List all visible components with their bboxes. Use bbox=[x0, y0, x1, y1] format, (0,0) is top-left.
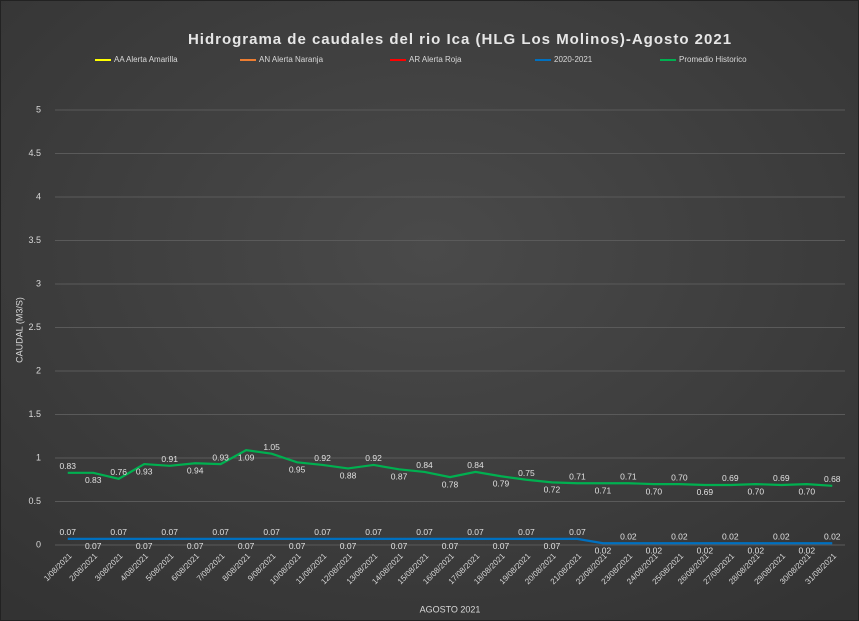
data-label: 0.02 bbox=[824, 532, 841, 542]
y-tick-label: 4 bbox=[36, 191, 41, 201]
data-label: 0.76 bbox=[110, 467, 127, 477]
data-label: 0.07 bbox=[110, 527, 127, 537]
y-tick-label: 5 bbox=[36, 104, 41, 114]
data-label: 0.07 bbox=[493, 541, 510, 551]
data-label: 1.05 bbox=[263, 442, 280, 452]
data-label: 0.93 bbox=[136, 466, 153, 476]
data-label: 0.92 bbox=[365, 453, 382, 463]
data-label: 0.02 bbox=[620, 532, 637, 542]
data-label: 0.83 bbox=[59, 461, 76, 471]
data-label: 0.07 bbox=[136, 541, 153, 551]
data-label: 0.69 bbox=[722, 473, 739, 483]
data-label: 0.07 bbox=[340, 541, 357, 551]
data-label: 0.72 bbox=[544, 485, 561, 495]
data-label: 0.69 bbox=[773, 473, 790, 483]
data-label: 0.68 bbox=[824, 474, 841, 484]
data-label: 0.07 bbox=[238, 541, 255, 551]
data-label: 0.02 bbox=[595, 546, 612, 556]
data-label: 0.07 bbox=[187, 541, 204, 551]
series-line bbox=[67, 449, 833, 487]
data-label: 0.70 bbox=[799, 486, 816, 496]
data-label: 0.94 bbox=[187, 465, 204, 475]
data-label: 0.84 bbox=[416, 460, 433, 470]
data-label: 0.95 bbox=[289, 465, 306, 475]
y-tick-label: 4.5 bbox=[28, 148, 41, 158]
y-axis-label: CAUDAL (M3/S) bbox=[14, 297, 24, 363]
data-label: 0.78 bbox=[442, 479, 459, 489]
data-label: 0.02 bbox=[773, 532, 790, 542]
data-label: 0.91 bbox=[161, 454, 178, 464]
data-label: 0.07 bbox=[365, 527, 382, 537]
legend-label: AR Alerta Roja bbox=[409, 55, 462, 64]
data-label: 0.02 bbox=[697, 546, 714, 556]
y-tick-label: 0.5 bbox=[28, 496, 41, 506]
y-tick-label: 3.5 bbox=[28, 235, 41, 245]
data-label: 0.07 bbox=[161, 527, 178, 537]
data-label: 0.07 bbox=[544, 541, 561, 551]
legend-label: Promedio Historico bbox=[679, 55, 747, 64]
data-label: 0.92 bbox=[314, 453, 331, 463]
data-label: 0.07 bbox=[212, 527, 229, 537]
data-label: 0.93 bbox=[212, 452, 229, 462]
data-label: 0.88 bbox=[340, 471, 357, 481]
data-label: 0.07 bbox=[314, 527, 331, 537]
legend-label: AA Alerta Amarilla bbox=[114, 55, 178, 64]
data-label: 0.07 bbox=[391, 541, 408, 551]
data-label: 0.70 bbox=[646, 486, 663, 496]
data-label: 0.71 bbox=[620, 471, 637, 481]
data-label: 0.87 bbox=[391, 472, 408, 482]
data-label: 0.07 bbox=[263, 527, 280, 537]
data-label: 0.02 bbox=[722, 532, 739, 542]
data-label: 0.70 bbox=[671, 472, 688, 482]
data-label: 0.07 bbox=[289, 541, 306, 551]
data-label: 0.02 bbox=[799, 546, 816, 556]
y-tick-label: 2 bbox=[36, 365, 41, 375]
data-label: 0.07 bbox=[518, 527, 535, 537]
chart-title: Hidrograma de caudales del rio Ica (HLG … bbox=[188, 31, 732, 48]
data-label: 0.84 bbox=[467, 460, 484, 470]
data-label: 0.02 bbox=[646, 546, 663, 556]
y-tick-label: 3 bbox=[36, 278, 41, 288]
data-label: 1.09 bbox=[238, 452, 255, 462]
y-tick-label: 0 bbox=[36, 539, 41, 549]
data-label: 0.71 bbox=[569, 471, 586, 481]
data-label: 0.71 bbox=[595, 485, 612, 495]
data-label: 0.07 bbox=[467, 527, 484, 537]
data-label: 0.69 bbox=[697, 487, 714, 497]
y-tick-label: 2.5 bbox=[28, 322, 41, 332]
data-label: 0.07 bbox=[59, 527, 76, 537]
data-label: 0.07 bbox=[442, 541, 459, 551]
data-label: 0.79 bbox=[493, 479, 510, 489]
data-label: 0.83 bbox=[85, 475, 102, 485]
series-line bbox=[67, 537, 833, 545]
data-label: 0.75 bbox=[518, 468, 535, 478]
legend-label: 2020-2021 bbox=[554, 55, 593, 64]
x-axis-label: AGOSTO 2021 bbox=[420, 604, 481, 614]
data-label: 0.07 bbox=[85, 541, 102, 551]
data-label: 0.02 bbox=[671, 532, 688, 542]
data-label: 0.07 bbox=[416, 527, 433, 537]
data-label: 0.02 bbox=[748, 546, 765, 556]
data-label: 0.70 bbox=[748, 486, 765, 496]
y-tick-label: 1 bbox=[36, 452, 41, 462]
legend-label: AN Alerta Naranja bbox=[259, 55, 324, 64]
data-label: 0.07 bbox=[569, 527, 586, 537]
y-tick-label: 1.5 bbox=[28, 409, 41, 419]
